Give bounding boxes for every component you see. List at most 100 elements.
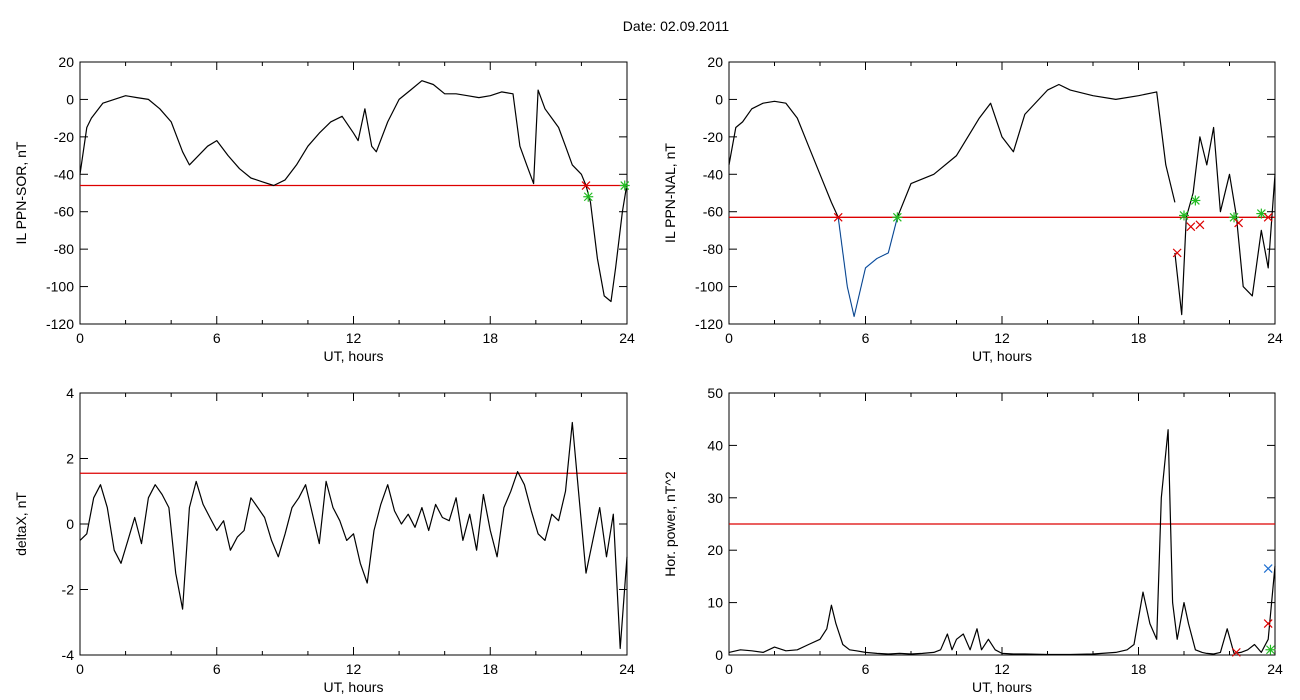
marker-start <box>1231 647 1241 657</box>
y-tick-label: 4 <box>66 385 74 401</box>
x-tick-label: 0 <box>76 330 84 346</box>
x-tick-label: 18 <box>1131 330 1147 346</box>
series-line-0 <box>728 429 1276 656</box>
y-tick-label: -120 <box>46 316 74 332</box>
y-axis-label: IL PPN-NAL, nT <box>662 143 678 243</box>
plot-panel-il-ppn-nal: 0 6 12 18 24 -120 -100 -80 -60 -40 -20 0 20 UT, hours… <box>662 54 1283 364</box>
y-tick-label: 20 <box>707 54 723 70</box>
x-tick-label: 24 <box>619 661 635 677</box>
x-tick-label: 18 <box>482 330 498 346</box>
series-line-overlay-1 <box>837 217 898 317</box>
y-tick-label: 2 <box>66 451 74 467</box>
plot-frame <box>79 392 628 656</box>
x-tick-label: 0 <box>725 330 733 346</box>
x-tick-label: 6 <box>213 330 221 346</box>
x-tick-label: 12 <box>346 330 362 346</box>
x-tick-label: 24 <box>1267 661 1283 677</box>
y-tick-label: -20 <box>703 129 723 145</box>
marker-stroke <box>581 181 591 190</box>
y-tick-label: 10 <box>707 595 723 611</box>
marker-end <box>1265 644 1276 655</box>
marker-end <box>1256 208 1267 219</box>
marker-third <box>1263 564 1273 573</box>
chart-title: Date: 02.09.2011 <box>622 18 730 34</box>
y-axis-label: deltaX, nT <box>13 492 29 556</box>
x-tick-label: 6 <box>862 661 870 677</box>
marker-end <box>619 180 630 191</box>
series-line-0 <box>79 80 587 187</box>
y-tick-label: 0 <box>66 91 74 107</box>
marker-end <box>1179 210 1189 221</box>
x-tick-label: 12 <box>346 661 362 677</box>
marker-stroke <box>1186 222 1196 232</box>
marker-start <box>1172 248 1182 258</box>
series-line-1 <box>837 217 898 318</box>
y-tick-label: -20 <box>54 129 74 145</box>
series-line-3 <box>1174 126 1276 316</box>
y-tick-label: 0 <box>66 516 74 532</box>
y-tick-label: 20 <box>707 542 723 558</box>
marker-start <box>1263 619 1273 628</box>
marker-start <box>833 212 843 222</box>
marker-end <box>583 191 594 202</box>
y-tick-label: 40 <box>707 437 723 453</box>
y-tick-label: -100 <box>695 279 723 295</box>
marker-end <box>1229 212 1240 223</box>
marker-stroke <box>1234 218 1244 228</box>
series-line-0 <box>79 421 628 650</box>
marker-start <box>581 181 591 190</box>
x-tick-label: 6 <box>213 661 221 677</box>
y-tick-label: -60 <box>54 204 74 220</box>
y-axis-label: Hor. power, nT^2 <box>662 471 678 577</box>
plot-panel-il-ppn-sor: 0 6 12 18 24 -120 -100 -80 -60 -40 -20 0 20 UT, hours… <box>13 54 635 364</box>
x-tick-label: 24 <box>619 330 635 346</box>
y-tick-label: -4 <box>62 647 75 663</box>
y-tick-label: 20 <box>58 54 74 70</box>
x-tick-label: 18 <box>1131 661 1147 677</box>
marker-stroke <box>1263 212 1273 222</box>
y-tick-label: -120 <box>695 316 723 332</box>
y-tick-label: -80 <box>703 241 723 257</box>
y-tick-label: -60 <box>703 204 723 220</box>
marker-start <box>1195 220 1205 230</box>
marker-end <box>892 212 903 223</box>
marker-stroke <box>833 212 843 222</box>
marker-end <box>1190 195 1201 206</box>
x-tick-label: 0 <box>76 661 84 677</box>
marker-start <box>1263 212 1273 222</box>
y-tick-label: 0 <box>715 91 723 107</box>
x-axis-label: UT, hours <box>324 679 384 695</box>
x-axis-label: UT, hours <box>324 348 384 364</box>
x-tick-label: 6 <box>862 330 870 346</box>
marker-stroke <box>1263 619 1273 628</box>
y-tick-label: -40 <box>703 166 723 182</box>
y-tick-label: -40 <box>54 166 74 182</box>
y-tick-label: 30 <box>707 490 723 506</box>
x-axis-label: UT, hours <box>972 348 1032 364</box>
y-tick-label: -80 <box>54 241 74 257</box>
y-axis-label: IL PPN-SOR, nT <box>13 141 29 244</box>
marker-start <box>1234 218 1244 228</box>
series-line-1 <box>585 183 628 303</box>
y-tick-label: 0 <box>715 647 723 663</box>
y-tick-label: -100 <box>46 279 74 295</box>
y-tick-label: -2 <box>62 582 75 598</box>
x-tick-label: 24 <box>1267 330 1283 346</box>
marker-stroke <box>1172 248 1182 258</box>
series-line-0 <box>728 100 839 218</box>
marker-stroke <box>1231 647 1241 657</box>
x-tick-label: 12 <box>994 330 1010 346</box>
x-tick-label: 18 <box>482 661 498 677</box>
plot-frame <box>79 61 628 325</box>
x-axis-label: UT, hours <box>972 679 1032 695</box>
marker-start <box>1186 222 1196 232</box>
series-line-2 <box>896 83 1176 218</box>
y-tick-label: 50 <box>707 385 723 401</box>
x-tick-label: 0 <box>725 661 733 677</box>
marker-stroke <box>1195 220 1205 230</box>
plot-panel-hor-power: 0 6 12 18 24 0 10 20 30 40 50 UT, hours Hor. power, … <box>662 385 1283 695</box>
marker-stroke <box>1263 564 1273 573</box>
x-tick-label: 12 <box>994 661 1010 677</box>
